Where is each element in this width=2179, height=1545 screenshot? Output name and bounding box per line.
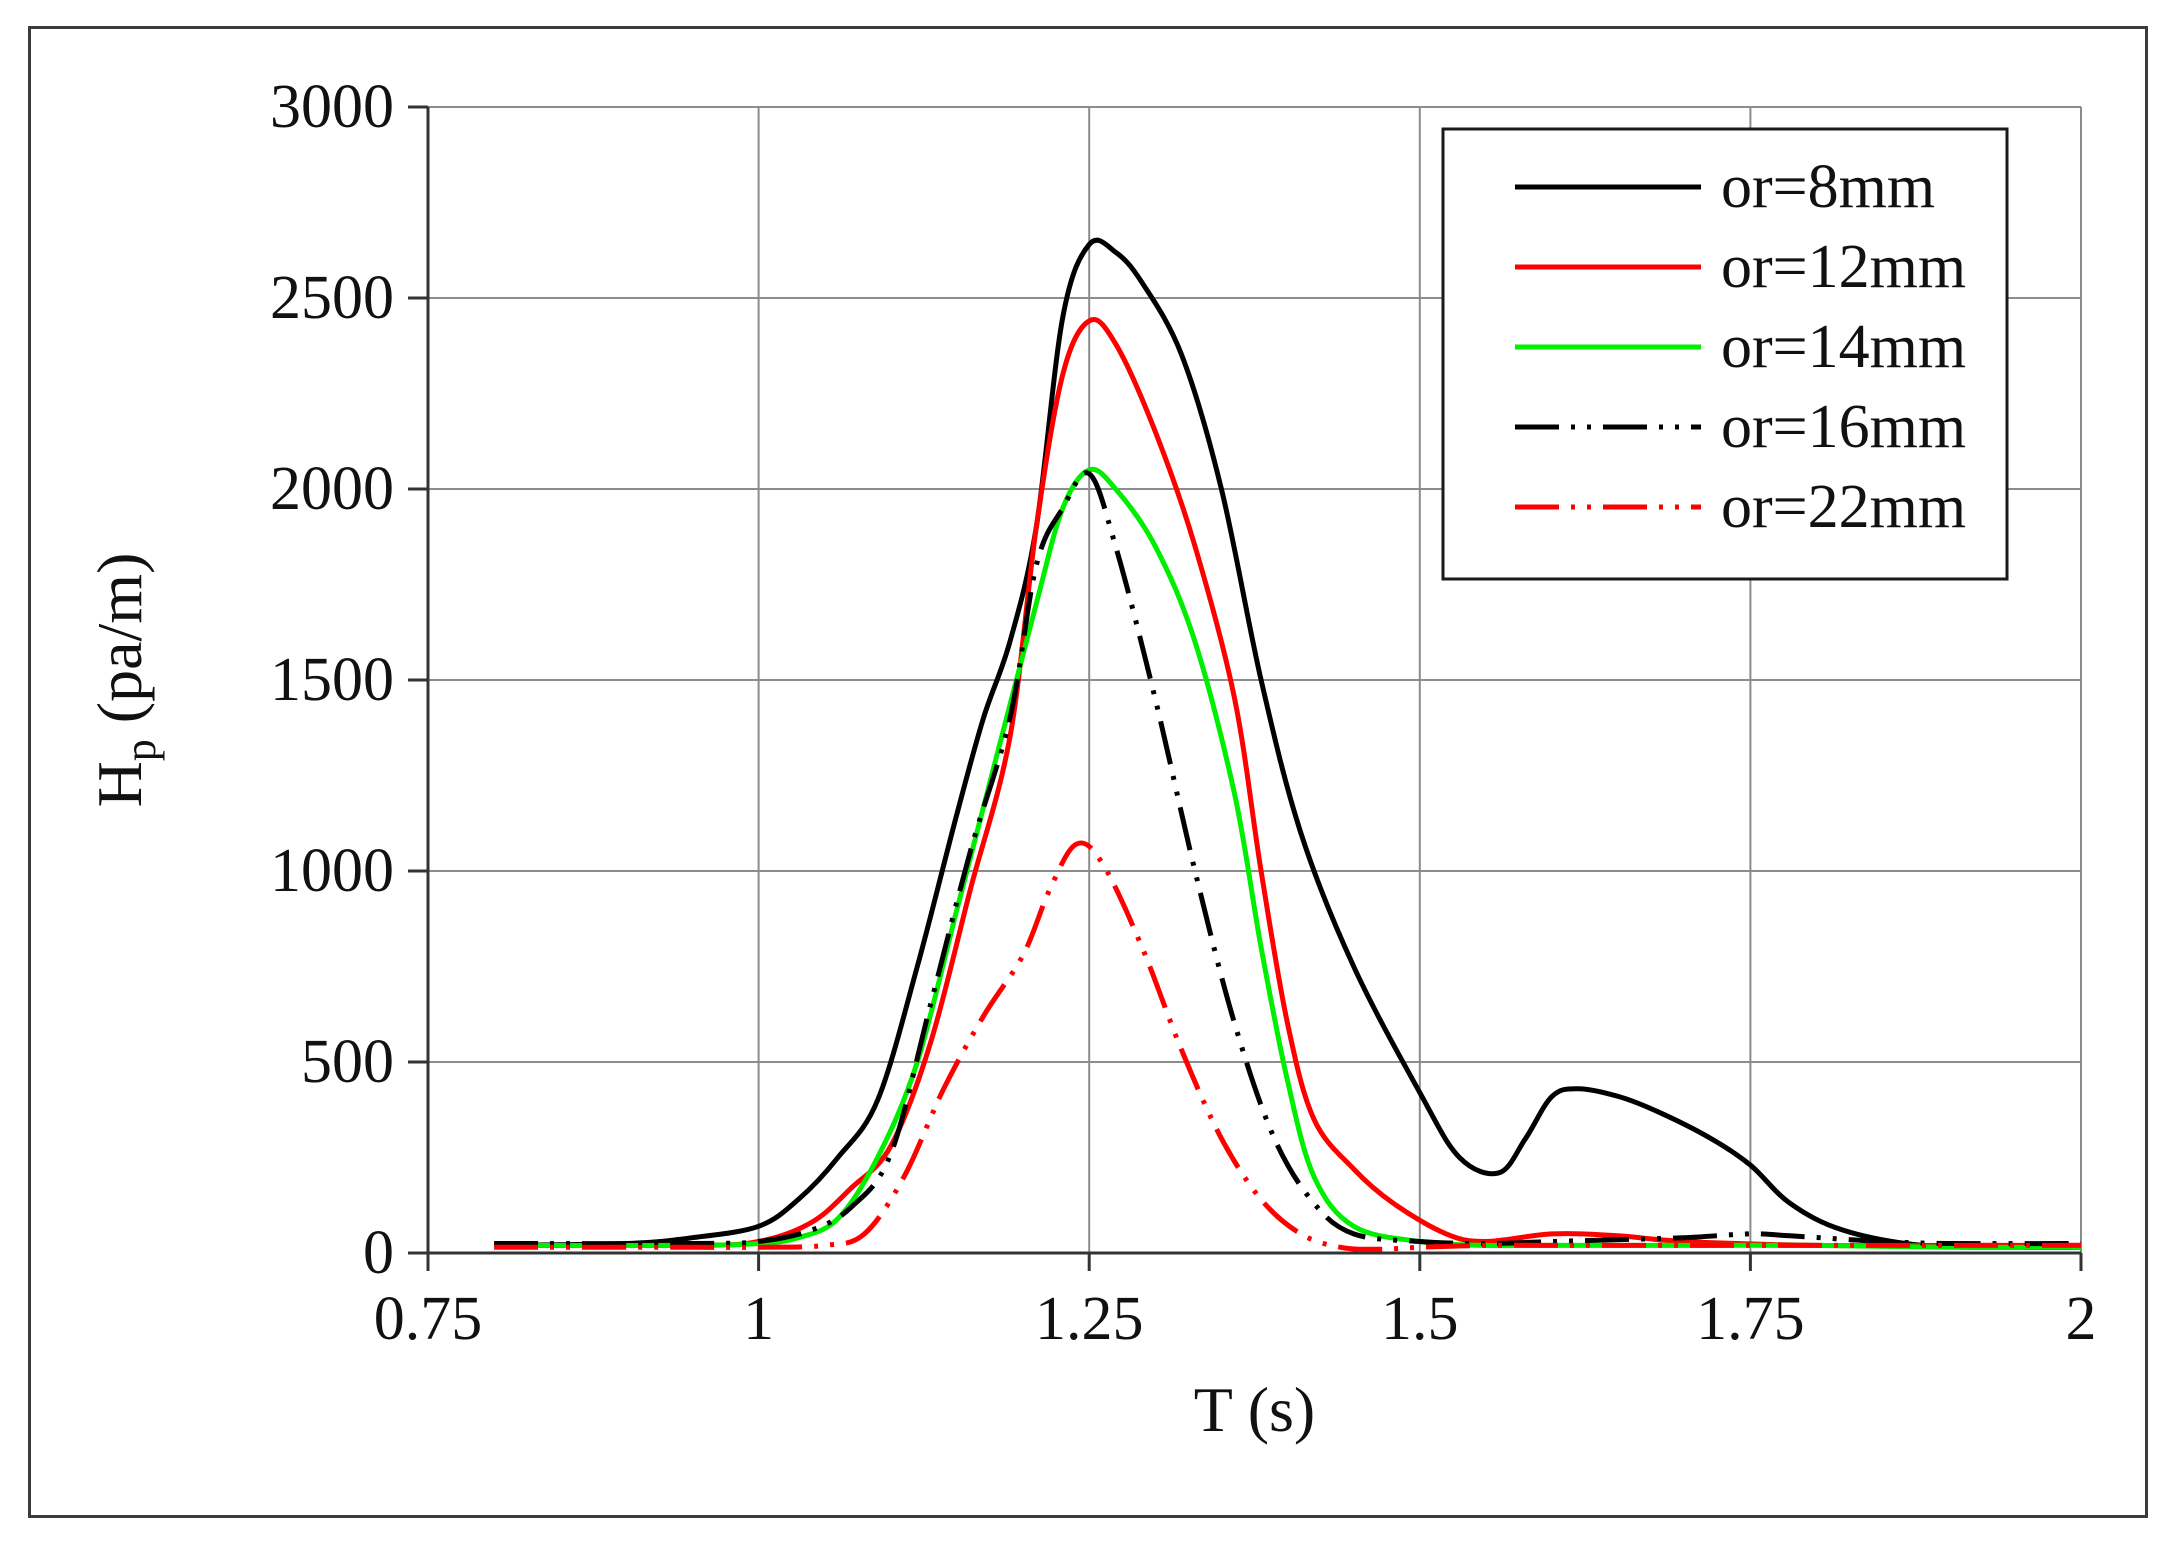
series-line-1	[494, 237, 2082, 1250]
line-chart: 0 500 1000 1500 2000 2500 3000 0.75 1 1.25 1.5 1.75…	[84, 73, 2097, 1445]
y-tick-label: 1000	[270, 837, 394, 905]
series-lines	[494, 237, 2082, 1252]
series-line-2	[494, 317, 2081, 1249]
x-tick-label: 1.5	[1381, 1285, 1459, 1353]
legend-box	[1441, 127, 2009, 581]
legend-label-1: or=8mm	[1721, 153, 1935, 221]
y-axis-title-subscript: p	[116, 739, 165, 761]
legend-label-4: or=16mm	[1721, 393, 1966, 461]
legend-label-3: or=14mm	[1721, 313, 1966, 381]
y-tick-label: 0	[363, 1219, 394, 1287]
y-tick-label: 2000	[270, 455, 394, 523]
y-tick-label: 1500	[270, 646, 394, 714]
y-tick-label: 2500	[270, 264, 394, 332]
tick-labels: 0 500 1000 1500 2000 2500 3000 0.75 1 1.25 1.5 1.75…	[270, 73, 2097, 1353]
x-tick-label: 1.75	[1696, 1285, 1805, 1353]
y-tick-label: 3000	[270, 73, 394, 141]
legend: or=8mm or=12mm or=14mm or=16mm or=22mm	[1441, 127, 2009, 581]
y-axis-title-main: H	[84, 761, 155, 807]
x-axis-title: T (s)	[1194, 1374, 1315, 1445]
y-axis-title: Hp (pa/m)	[84, 553, 165, 808]
x-tick-label: 1.25	[1035, 1285, 1144, 1353]
series-line-3	[494, 466, 2082, 1250]
legend-label-5: or=22mm	[1721, 473, 1966, 541]
x-tick-label: 1	[743, 1285, 774, 1353]
series-line-4	[494, 470, 2082, 1247]
chart-frame: 0 500 1000 1500 2000 2500 3000 0.75 1 1.25 1.5 1.75…	[28, 26, 2148, 1518]
legend-label-2: or=12mm	[1721, 233, 1966, 301]
y-tick-label: 500	[301, 1028, 394, 1096]
series-line-5	[494, 840, 2081, 1252]
x-tick-label: 0.75	[374, 1285, 483, 1353]
y-axis-title-unit: (pa/m)	[84, 553, 155, 740]
x-tick-label: 2	[2066, 1285, 2097, 1353]
axes	[408, 105, 2083, 1271]
